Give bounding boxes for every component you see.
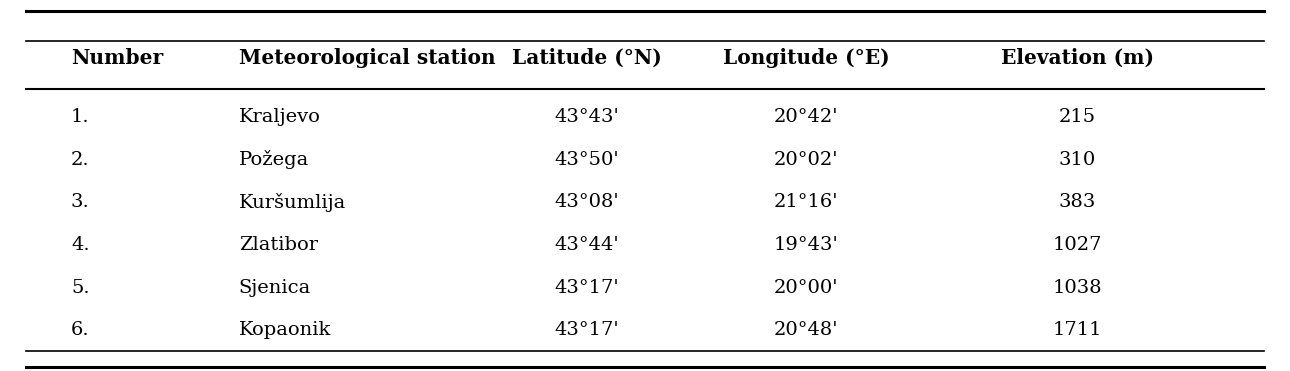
Text: Požega: Požega [239,150,308,169]
Text: 5.: 5. [71,279,89,296]
Text: 20°48': 20°48' [774,321,838,339]
Text: Elevation (m): Elevation (m) [1001,47,1153,68]
Text: 20°42': 20°42' [774,108,838,126]
Text: 3.: 3. [71,193,90,211]
Text: Meteorological station: Meteorological station [239,47,495,68]
Text: 1038: 1038 [1053,279,1102,296]
Text: 43°44': 43°44' [555,236,619,254]
Text: Longitude (°E): Longitude (°E) [722,47,890,68]
Text: 1027: 1027 [1053,236,1102,254]
Text: 310: 310 [1059,151,1095,168]
Text: 20°00': 20°00' [774,279,838,296]
Text: 6.: 6. [71,321,89,339]
Text: Sjenica: Sjenica [239,279,311,296]
Text: 21°16': 21°16' [774,193,838,211]
Text: 2.: 2. [71,151,89,168]
Text: 43°43': 43°43' [555,108,619,126]
Text: 215: 215 [1059,108,1095,126]
Text: Kuršumlija: Kuršumlija [239,193,346,212]
Text: 1711: 1711 [1053,321,1102,339]
Text: 43°17': 43°17' [555,279,619,296]
Text: 43°08': 43°08' [555,193,619,211]
Text: 4.: 4. [71,236,89,254]
Text: Latitude (°N): Latitude (°N) [512,47,662,68]
Text: 1.: 1. [71,108,89,126]
Text: 383: 383 [1059,193,1095,211]
Text: 20°02': 20°02' [774,151,838,168]
Text: 19°43': 19°43' [774,236,838,254]
Text: 43°17': 43°17' [555,321,619,339]
Text: Kraljevo: Kraljevo [239,108,320,126]
Text: 43°50': 43°50' [555,151,619,168]
Text: Kopaonik: Kopaonik [239,321,332,339]
Text: Zlatibor: Zlatibor [239,236,317,254]
Text: Number: Number [71,47,163,68]
